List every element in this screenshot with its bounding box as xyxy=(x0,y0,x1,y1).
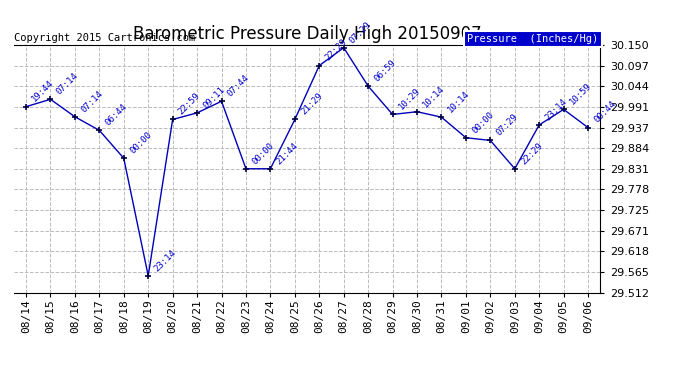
Text: 07:14: 07:14 xyxy=(55,71,80,96)
Text: 07:44: 07:44 xyxy=(226,73,251,99)
Text: 07:29: 07:29 xyxy=(495,112,520,138)
Text: 00:00: 00:00 xyxy=(250,141,275,166)
Text: 22:29: 22:29 xyxy=(324,38,349,63)
Text: 19:44: 19:44 xyxy=(30,78,56,104)
Text: 07:29: 07:29 xyxy=(348,20,373,45)
Text: 09:11: 09:11 xyxy=(201,85,226,110)
Text: 10:14: 10:14 xyxy=(421,84,446,109)
Title: Barometric Pressure Daily High 20150907: Barometric Pressure Daily High 20150907 xyxy=(132,26,482,44)
Text: Copyright 2015 Cartronics.com: Copyright 2015 Cartronics.com xyxy=(14,33,195,42)
Text: 22:29: 22:29 xyxy=(519,141,544,166)
Text: 07:14: 07:14 xyxy=(79,88,104,114)
Text: 10:59: 10:59 xyxy=(568,81,593,106)
Text: 22:59: 22:59 xyxy=(177,92,202,117)
Text: 10:14: 10:14 xyxy=(446,89,471,114)
Text: 23:14: 23:14 xyxy=(152,248,178,273)
Text: 06:59: 06:59 xyxy=(373,58,397,83)
Text: 21:29: 21:29 xyxy=(299,92,324,117)
Text: 00:44: 00:44 xyxy=(592,99,618,125)
Text: Pressure  (Inches/Hg): Pressure (Inches/Hg) xyxy=(467,34,598,44)
Text: 00:00: 00:00 xyxy=(470,110,495,135)
Text: 06:44: 06:44 xyxy=(104,102,129,128)
Text: 21:44: 21:44 xyxy=(275,141,300,166)
Text: 00:00: 00:00 xyxy=(128,130,153,156)
Text: 10:29: 10:29 xyxy=(397,86,422,112)
Text: 23:14: 23:14 xyxy=(543,97,569,122)
